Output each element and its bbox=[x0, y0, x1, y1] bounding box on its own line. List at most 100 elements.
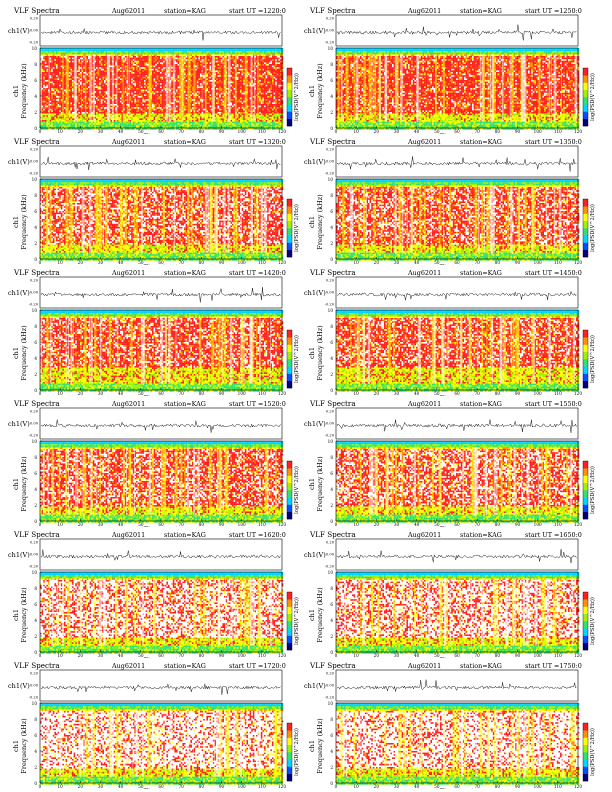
colorbar-segment bbox=[583, 468, 588, 476]
colorbar-segment bbox=[287, 235, 292, 243]
colorbar-segment bbox=[287, 767, 292, 775]
impulse-streak bbox=[233, 185, 235, 252]
station-label: station=KAG bbox=[164, 400, 206, 408]
waveform-frame bbox=[40, 146, 282, 177]
impulse-streak bbox=[480, 709, 483, 776]
impulse-streak bbox=[354, 54, 355, 121]
xtick-label: 0 bbox=[39, 653, 42, 658]
station-label: station=KAG bbox=[164, 662, 206, 670]
top-ytick-label: 0.00 bbox=[30, 684, 39, 688]
xtick-label: 40 bbox=[118, 653, 124, 658]
impulse-streak bbox=[254, 54, 255, 121]
xtick-label: 20 bbox=[374, 391, 380, 396]
impulse-streak bbox=[524, 709, 527, 776]
impulse-streak bbox=[100, 316, 102, 383]
xtick-label: 120 bbox=[278, 391, 286, 396]
impulse-streak bbox=[240, 578, 242, 645]
impulse-streak bbox=[532, 185, 533, 252]
xtick-label: 10 bbox=[353, 653, 359, 658]
impulse-streak bbox=[151, 709, 152, 776]
ytick-label: 2 bbox=[34, 765, 37, 770]
impulse-streak bbox=[161, 447, 162, 514]
spectrogram-panel: VLF Spectra Aug62011 station=KAG start UT =… bbox=[4, 661, 304, 789]
title-label: VLF Spectra bbox=[13, 137, 60, 146]
impulse-streak bbox=[91, 316, 93, 383]
impulse-streak bbox=[170, 709, 172, 776]
impulse-streak bbox=[482, 316, 483, 383]
xtick-label: 100 bbox=[238, 391, 246, 396]
colorbar-segment bbox=[287, 90, 292, 98]
xtick-label: 90 bbox=[219, 784, 225, 789]
impulse-streak bbox=[546, 185, 547, 252]
impulse-streak bbox=[270, 316, 271, 383]
xlabel: Time (sec) bbox=[144, 657, 179, 659]
impulse-streak bbox=[518, 709, 520, 776]
impulse-streak bbox=[346, 709, 347, 776]
ytick-label: 0 bbox=[330, 519, 333, 524]
impulse-streak bbox=[495, 709, 498, 776]
impulse-streak bbox=[187, 185, 189, 252]
ytick-label: 10 bbox=[32, 177, 38, 182]
ytick-label: 10 bbox=[328, 308, 334, 313]
ytick-label: 8 bbox=[34, 455, 37, 460]
impulse-streak bbox=[575, 54, 578, 121]
impulse-streak bbox=[395, 185, 397, 252]
impulse-streak bbox=[205, 185, 207, 252]
ytick-label: 4 bbox=[34, 225, 37, 230]
impulse-streak bbox=[344, 578, 346, 645]
xtick-label: 30 bbox=[98, 522, 104, 527]
impulse-streak bbox=[504, 54, 505, 121]
impulse-streak bbox=[532, 709, 535, 776]
colorbar-segment bbox=[583, 366, 588, 374]
impulse-streak bbox=[68, 316, 69, 383]
impulse-streak bbox=[252, 316, 254, 383]
impulse-streak bbox=[369, 54, 371, 121]
ytick-label: 0 bbox=[34, 650, 37, 655]
title-label: VLF Spectra bbox=[309, 661, 356, 670]
xtick-label: 100 bbox=[238, 653, 246, 658]
impulse-streak bbox=[105, 185, 108, 252]
impulse-streak bbox=[378, 578, 380, 645]
impulse-streak bbox=[69, 185, 71, 252]
impulse-streak bbox=[217, 447, 219, 514]
impulse-streak bbox=[419, 185, 421, 252]
impulse-streak bbox=[548, 316, 551, 383]
impulse-streak bbox=[226, 709, 229, 776]
impulse-streak bbox=[123, 447, 125, 514]
panel-svg: VLF Spectra Aug62011 station=KAG start UT =… bbox=[300, 6, 600, 134]
impulse-streak bbox=[443, 709, 445, 776]
colorbar-segment bbox=[583, 374, 588, 382]
impulse-streak bbox=[189, 54, 191, 121]
colorbar-segment bbox=[583, 359, 588, 367]
xtick-label: 70 bbox=[178, 653, 184, 658]
impulse-streak bbox=[518, 185, 520, 252]
impulse-streak bbox=[549, 447, 550, 514]
spectrogram-panel: VLF Spectra Aug62011 station=KAG start UT =… bbox=[300, 399, 600, 527]
colorbar-segment bbox=[583, 614, 588, 622]
impulse-streak bbox=[371, 54, 372, 121]
ylabel-frequency: Frequency (kHz) bbox=[20, 194, 28, 250]
colorbar-segment bbox=[287, 75, 292, 83]
impulse-streak bbox=[403, 578, 404, 645]
colorbar-segment bbox=[287, 476, 292, 484]
xtick-label: 70 bbox=[474, 784, 480, 789]
impulse-streak bbox=[142, 578, 144, 645]
ylabel-frequency: Frequency (kHz) bbox=[20, 325, 28, 381]
impulse-streak bbox=[180, 447, 182, 514]
waveform-frame bbox=[40, 15, 282, 46]
xtick-label: 40 bbox=[118, 260, 124, 265]
impulse-streak bbox=[502, 54, 504, 121]
ylabel-channel: ch1 bbox=[12, 740, 20, 752]
impulse-streak bbox=[62, 578, 64, 645]
xtick-label: 20 bbox=[374, 653, 380, 658]
colorbar-segment bbox=[287, 738, 292, 746]
impulse-streak bbox=[523, 578, 526, 645]
impulse-streak bbox=[236, 709, 239, 776]
impulse-streak bbox=[148, 709, 150, 776]
impulse-streak bbox=[219, 447, 222, 514]
date-label: Aug62011 bbox=[111, 400, 145, 408]
impulse-streak bbox=[179, 54, 182, 121]
date-label: Aug62011 bbox=[407, 662, 441, 670]
ytick-label: 2 bbox=[330, 765, 333, 770]
impulse-streak bbox=[199, 316, 200, 383]
